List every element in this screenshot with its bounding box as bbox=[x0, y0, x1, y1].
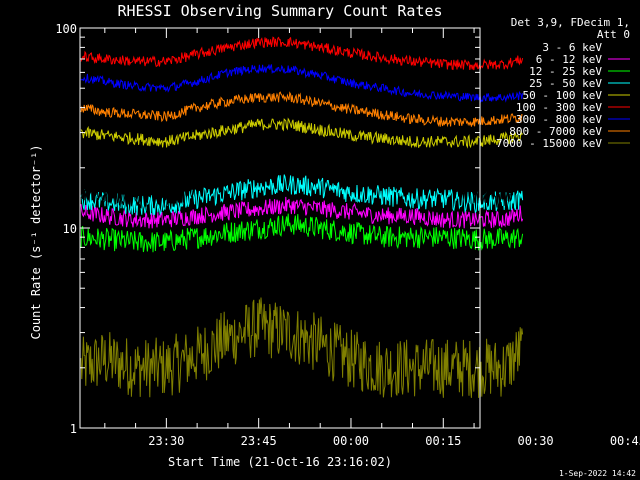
y-tick-label: 100 bbox=[55, 22, 77, 36]
series-line bbox=[80, 297, 524, 398]
legend-label: 300 - 800 keV bbox=[516, 113, 602, 126]
y-tick-label: 1 bbox=[70, 422, 77, 436]
chart-title: RHESSI Observing Summary Count Rates bbox=[117, 2, 442, 20]
series-line bbox=[80, 117, 523, 149]
x-tick-label: 00:15 bbox=[425, 434, 461, 448]
legend-header: Det 3,9, FDecim 1, bbox=[511, 16, 630, 29]
x-tick-label: 23:30 bbox=[148, 434, 184, 448]
legend-label: 12 - 25 keV bbox=[529, 65, 602, 78]
x-tick-label: 23:45 bbox=[241, 434, 277, 448]
x-tick-label: 00:00 bbox=[333, 434, 369, 448]
legend-header: Att 0 bbox=[597, 28, 630, 41]
series-line bbox=[80, 64, 524, 103]
legend-label: 3 - 6 keV bbox=[542, 41, 602, 54]
plot-area bbox=[80, 36, 524, 398]
y-axis-label: Count Rate (s⁻¹ detector⁻¹) bbox=[29, 144, 43, 339]
x-tick-label: 00:45 bbox=[610, 434, 640, 448]
axes: 1 10 100 23:30 23:45 00:00 00:15 00:30 00:45 bbox=[55, 22, 640, 448]
legend-label: 800 - 7000 keV bbox=[509, 125, 602, 138]
x-axis-label: Start Time (21-Oct-16 23:16:02) bbox=[168, 455, 392, 469]
legend-label: 50 - 100 keV bbox=[523, 89, 603, 102]
series-line bbox=[80, 196, 524, 229]
legend-label: 7000 - 15000 keV bbox=[496, 137, 602, 150]
legend-label: 100 - 300 keV bbox=[516, 101, 602, 114]
x-tick-label: 00:30 bbox=[518, 434, 554, 448]
y-tick-label: 10 bbox=[63, 222, 77, 236]
series-line bbox=[80, 213, 524, 253]
legend-label: 6 - 12 keV bbox=[536, 53, 603, 66]
legend-label: 25 - 50 keV bbox=[529, 77, 602, 90]
series-line bbox=[80, 36, 524, 72]
series-line bbox=[80, 91, 523, 128]
series-line bbox=[80, 174, 524, 216]
footer-timestamp: 1-Sep-2022 14:42 bbox=[559, 469, 636, 478]
